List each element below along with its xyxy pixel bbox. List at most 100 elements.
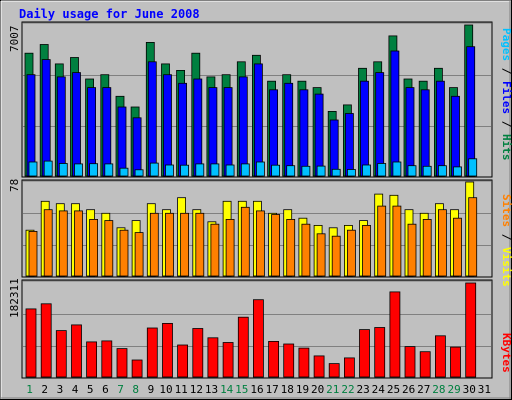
day-label: 30 — [463, 383, 476, 396]
day-label: 3 — [57, 383, 64, 396]
kbytes-bar — [207, 337, 219, 378]
files-bar — [360, 80, 369, 177]
day-label: 8 — [132, 383, 139, 396]
legend-files: Files — [500, 81, 512, 114]
day-label: 1 — [26, 383, 33, 396]
files-bar — [26, 74, 36, 177]
day-label: 4 — [72, 383, 79, 396]
kbytes-bar — [343, 357, 355, 378]
kbytes-bar — [359, 329, 370, 378]
files-bar — [102, 87, 112, 177]
sites-bar — [316, 233, 326, 277]
day-label: 24 — [372, 383, 386, 396]
files-bar — [344, 113, 354, 177]
files-bar — [87, 87, 96, 177]
files-bar — [420, 89, 430, 177]
pages-bar — [286, 165, 296, 177]
day-labels: 1 2 3 4 5 6 7 8 9 10 11 12 13 14 15 16 17 18 19 20 21 22 23 24 2… — [26, 383, 491, 396]
sites-bar — [271, 214, 281, 277]
pages-bar — [89, 163, 98, 177]
files-bar — [163, 74, 172, 177]
pages-bar — [43, 160, 53, 177]
files-bar — [56, 76, 66, 177]
day-label: 15 — [235, 383, 248, 396]
day-label: 31 — [478, 383, 491, 396]
sites-bar — [134, 232, 144, 277]
day-label: 28 — [432, 383, 445, 396]
pages-bar — [407, 165, 417, 177]
sites-bar — [453, 217, 462, 277]
day-label: 18 — [281, 383, 294, 396]
files-bar — [390, 50, 400, 177]
day-label: 29 — [447, 383, 460, 396]
day-label: 16 — [250, 383, 263, 396]
pages-bar — [392, 161, 402, 177]
files-bar — [269, 89, 279, 177]
pages-bar — [377, 163, 387, 177]
pages-bar — [104, 163, 114, 177]
day-label: 9 — [148, 383, 155, 396]
legend-sites: Sites — [500, 194, 512, 227]
files-bar — [253, 63, 263, 177]
sites-bar — [165, 212, 174, 277]
kbytes-bar — [450, 346, 461, 378]
day-label: 14 — [220, 383, 234, 396]
kbytes-bar — [374, 327, 386, 378]
sites-bar — [422, 218, 432, 277]
sites-bar — [149, 212, 159, 277]
pages-bar — [331, 168, 341, 177]
day-label: 12 — [190, 383, 203, 396]
sites-bar — [43, 209, 53, 277]
files-bar — [405, 87, 415, 177]
kbytes-bar — [465, 282, 477, 378]
sites-bar — [210, 223, 220, 277]
files-bar — [375, 72, 385, 177]
pages-bar — [134, 169, 144, 177]
pages-bar — [422, 165, 432, 177]
files-bar — [178, 82, 188, 177]
sites-bar — [74, 210, 83, 277]
sites-bar — [437, 209, 447, 277]
sites-bar — [362, 224, 371, 277]
pages-bar — [453, 166, 462, 177]
sites-bar — [58, 210, 68, 277]
day-label: 27 — [417, 383, 430, 396]
kbytes-bar — [162, 322, 173, 378]
kbytes-bar — [313, 355, 325, 378]
kbytes-bar — [298, 347, 310, 378]
sites-bar — [28, 230, 38, 277]
pages-bar — [301, 165, 311, 177]
legend-pages: Pages — [500, 28, 512, 61]
sites-bar — [195, 212, 205, 277]
day-label: 23 — [356, 383, 369, 396]
pages-bar — [271, 164, 281, 177]
pages-bar — [210, 163, 220, 177]
sites-bar — [255, 210, 265, 277]
kbytes-bar — [419, 351, 431, 378]
kbytes-bar — [101, 340, 113, 378]
files-bar — [314, 93, 324, 177]
day-label: 21 — [326, 383, 339, 396]
day-label: 7 — [117, 383, 124, 396]
kbytes-bar — [328, 363, 340, 378]
sites-bar — [89, 218, 98, 277]
day-label: 19 — [296, 383, 309, 396]
sites-bar — [180, 212, 190, 277]
sites-bar — [407, 223, 417, 277]
pages-bar — [180, 164, 190, 177]
day-label: 6 — [102, 383, 109, 396]
kbytes-bar — [404, 346, 416, 378]
files-bar — [299, 89, 309, 177]
sites-bar — [331, 235, 341, 277]
legend-separator: / — [500, 234, 512, 241]
legend-middle: Sites / Visits — [500, 194, 512, 287]
day-label: 13 — [205, 383, 218, 396]
files-bar — [208, 87, 218, 177]
kbytes-bar — [55, 330, 67, 378]
files-bar — [41, 59, 51, 177]
day-label: 20 — [311, 383, 324, 396]
kbytes-bar — [131, 359, 143, 378]
kbytes-bar — [252, 299, 264, 378]
sites-bar — [286, 218, 296, 277]
